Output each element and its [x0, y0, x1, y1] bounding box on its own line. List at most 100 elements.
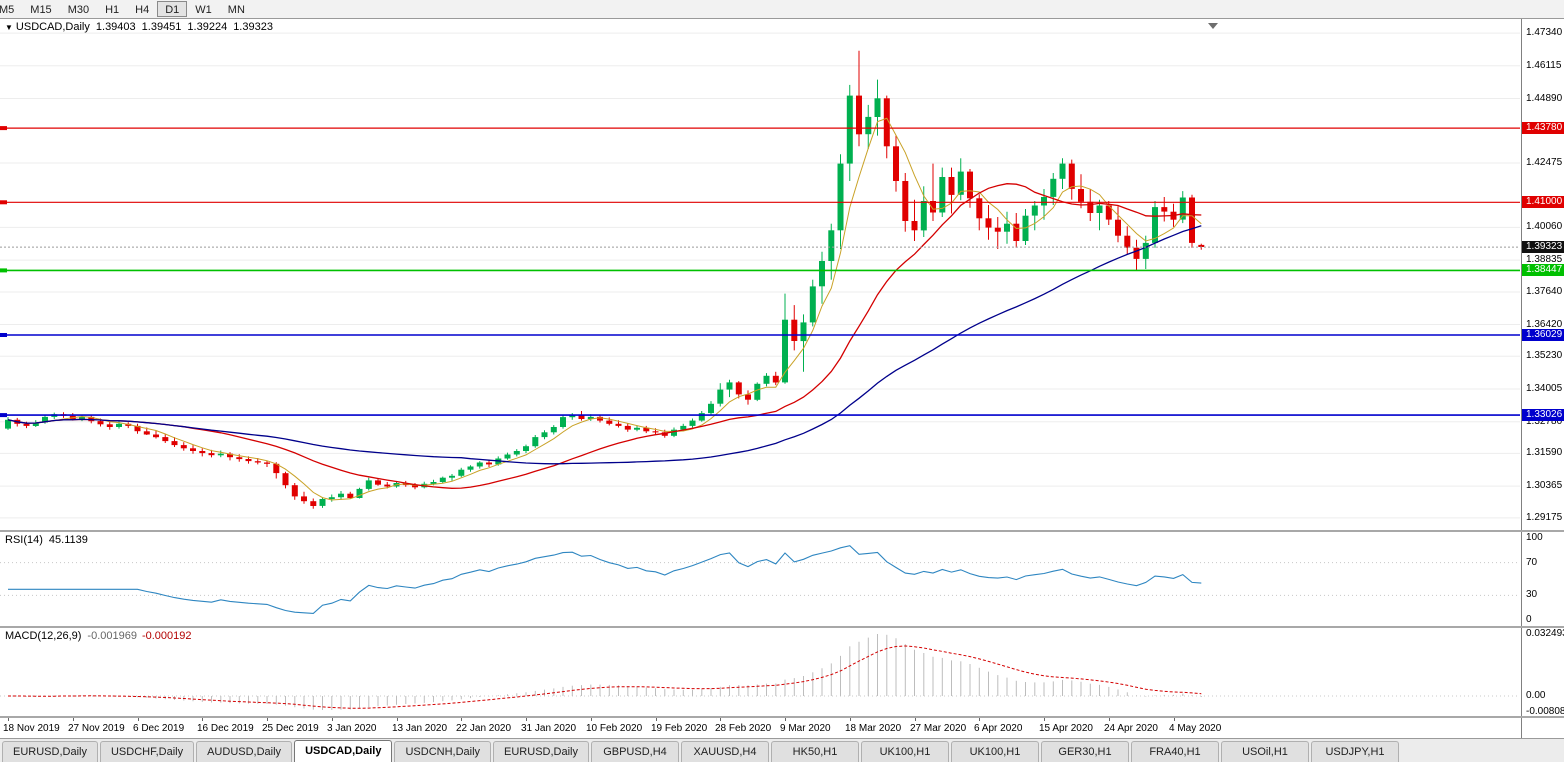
- chart-tab-gbpusd-h4[interactable]: GBPUSD,H4: [591, 741, 679, 762]
- date-label: 18 Mar 2020: [845, 723, 902, 734]
- candle: [865, 104, 872, 149]
- date-tick: [526, 718, 527, 721]
- level-line-end-marker: [0, 268, 7, 273]
- timeframe-button-h4[interactable]: H4: [127, 1, 157, 17]
- candle: [671, 427, 677, 438]
- candle: [698, 411, 705, 422]
- timeframe-button-m15[interactable]: M15: [22, 1, 59, 17]
- chart-tab-eurusd-daily[interactable]: EURUSD,Daily: [2, 741, 98, 762]
- date-label: 24 Apr 2020: [1104, 723, 1158, 734]
- chart-shift-icon[interactable]: [1208, 23, 1218, 29]
- timeframe-button-m30[interactable]: M30: [60, 1, 97, 17]
- price-axis-label: 1.31590: [1526, 447, 1563, 458]
- pane-divider[interactable]: [0, 626, 1564, 628]
- candle: [550, 425, 557, 435]
- candlestick-chart: [0, 23, 1520, 519]
- rsi-chart: [0, 545, 1520, 614]
- chart-tab-usoil-h1[interactable]: USOil,H1: [1221, 741, 1309, 762]
- timeframe-button-h1[interactable]: H1: [97, 1, 127, 17]
- chart-tab-audusd-daily[interactable]: AUDUSD,Daily: [196, 741, 293, 762]
- chart-tab-hk50-h1[interactable]: HK50,H1: [771, 741, 859, 762]
- candle: [791, 305, 798, 351]
- timeframe-button-d1[interactable]: D1: [157, 1, 188, 17]
- candle: [449, 474, 455, 481]
- chart-tab-usdcnh-daily[interactable]: USDCNH,Daily: [394, 741, 492, 762]
- candle: [883, 95, 890, 159]
- candle: [134, 423, 141, 434]
- candle: [319, 497, 326, 508]
- candle: [338, 491, 344, 500]
- candle: [467, 465, 474, 472]
- candle: [310, 498, 317, 509]
- rsi-axis-label: 30: [1526, 589, 1538, 600]
- timeframe-toolbar: M5 M15 M30 H1 H4 D1 W1 MN: [0, 0, 1564, 19]
- rsi-pane[interactable]: RSI(14) 45.1139: [0, 532, 1520, 626]
- candle: [689, 418, 696, 428]
- date-label: 16 Dec 2019: [197, 723, 254, 734]
- chart-tab-ger30-h1[interactable]: GER30,H1: [1041, 741, 1129, 762]
- date-label: 4 May 2020: [1169, 723, 1222, 734]
- timeframe-button-m5[interactable]: M5: [0, 1, 22, 17]
- date-tick: [1109, 718, 1110, 721]
- candle: [532, 435, 539, 448]
- chart-close-value: 1.39323: [233, 21, 273, 33]
- macd-label: MACD(12,26,9): [5, 630, 82, 642]
- candle: [967, 169, 973, 208]
- chart-tab-uk100-h1[interactable]: UK100,H1: [951, 741, 1039, 762]
- candle: [920, 186, 927, 237]
- candle: [735, 381, 742, 399]
- date-label: 19 Feb 2020: [651, 723, 708, 734]
- candle: [504, 452, 511, 460]
- candle: [643, 425, 650, 434]
- timeframe-button-mn[interactable]: MN: [220, 1, 253, 17]
- chart-tab-usdjpy-h1[interactable]: USDJPY,H1: [1311, 741, 1399, 762]
- price-axis-label: 1.36420: [1526, 319, 1563, 330]
- candle: [634, 425, 640, 432]
- candle: [162, 433, 169, 443]
- price-chart-pane[interactable]: ▼ USDCAD,Daily 1.39403 1.39451 1.39224 1.3932…: [0, 19, 1520, 530]
- level-price-label: 1.36029: [1522, 329, 1564, 341]
- date-label: 9 Mar 2020: [780, 723, 831, 734]
- candle: [273, 462, 280, 479]
- candle: [846, 84, 853, 181]
- date-label: 18 Nov 2019: [3, 723, 60, 734]
- chart-tab-usdcad-daily[interactable]: USDCAD,Daily: [294, 740, 393, 762]
- rsi-line: [8, 545, 1202, 614]
- candle: [1189, 194, 1195, 248]
- date-tick: [850, 718, 851, 721]
- candle: [486, 460, 492, 467]
- price-axis-label: 1.38835: [1526, 254, 1563, 265]
- macd-signal-value: -0.000192: [141, 630, 192, 642]
- date-tick: [332, 718, 333, 721]
- candle: [985, 205, 992, 240]
- pane-divider[interactable]: [0, 530, 1564, 532]
- chart-tab-eurusd-daily[interactable]: EURUSD,Daily: [493, 741, 589, 762]
- chart-tab-uk100-h1[interactable]: UK100,H1: [861, 741, 949, 762]
- candle: [1096, 199, 1103, 231]
- chart-tab-fra40-h1[interactable]: FRA40,H1: [1131, 741, 1219, 762]
- grid-lines: [0, 32, 1520, 519]
- macd-chart: [0, 634, 1520, 710]
- candle: [523, 444, 529, 454]
- price-axis[interactable]: 1.47340 1.46115 1.44890 1.42475 1.40060 1.388…: [1521, 19, 1564, 738]
- candle: [819, 251, 825, 304]
- candle: [560, 415, 566, 429]
- candle: [439, 476, 446, 483]
- date-tick: [591, 718, 592, 721]
- date-tick: [138, 718, 139, 721]
- macd-axis-label: 0.032493: [1526, 628, 1564, 639]
- timeframe-button-w1[interactable]: W1: [187, 1, 220, 17]
- rsi-value: 45.1139: [48, 534, 88, 546]
- date-axis[interactable]: 18 Nov 2019 27 Nov 2019 6 Dec 2019 16 Dec 2…: [0, 718, 1520, 738]
- price-axis-label: 1.44890: [1526, 93, 1563, 104]
- candle: [264, 460, 270, 467]
- chart-tab-xauusd-h4[interactable]: XAUUSD,H4: [681, 741, 769, 762]
- macd-pane[interactable]: MACD(12,26,9) -0.001969 -0.000192: [0, 628, 1520, 716]
- pane-divider[interactable]: [0, 716, 1564, 718]
- price-axis-label: 1.32780: [1526, 416, 1563, 427]
- symbol-menu-icon[interactable]: ▼: [5, 23, 13, 32]
- candle: [79, 415, 85, 422]
- chart-tab-usdchf-daily[interactable]: USDCHF,Daily: [99, 741, 195, 762]
- candle: [356, 487, 363, 499]
- candle: [365, 477, 372, 491]
